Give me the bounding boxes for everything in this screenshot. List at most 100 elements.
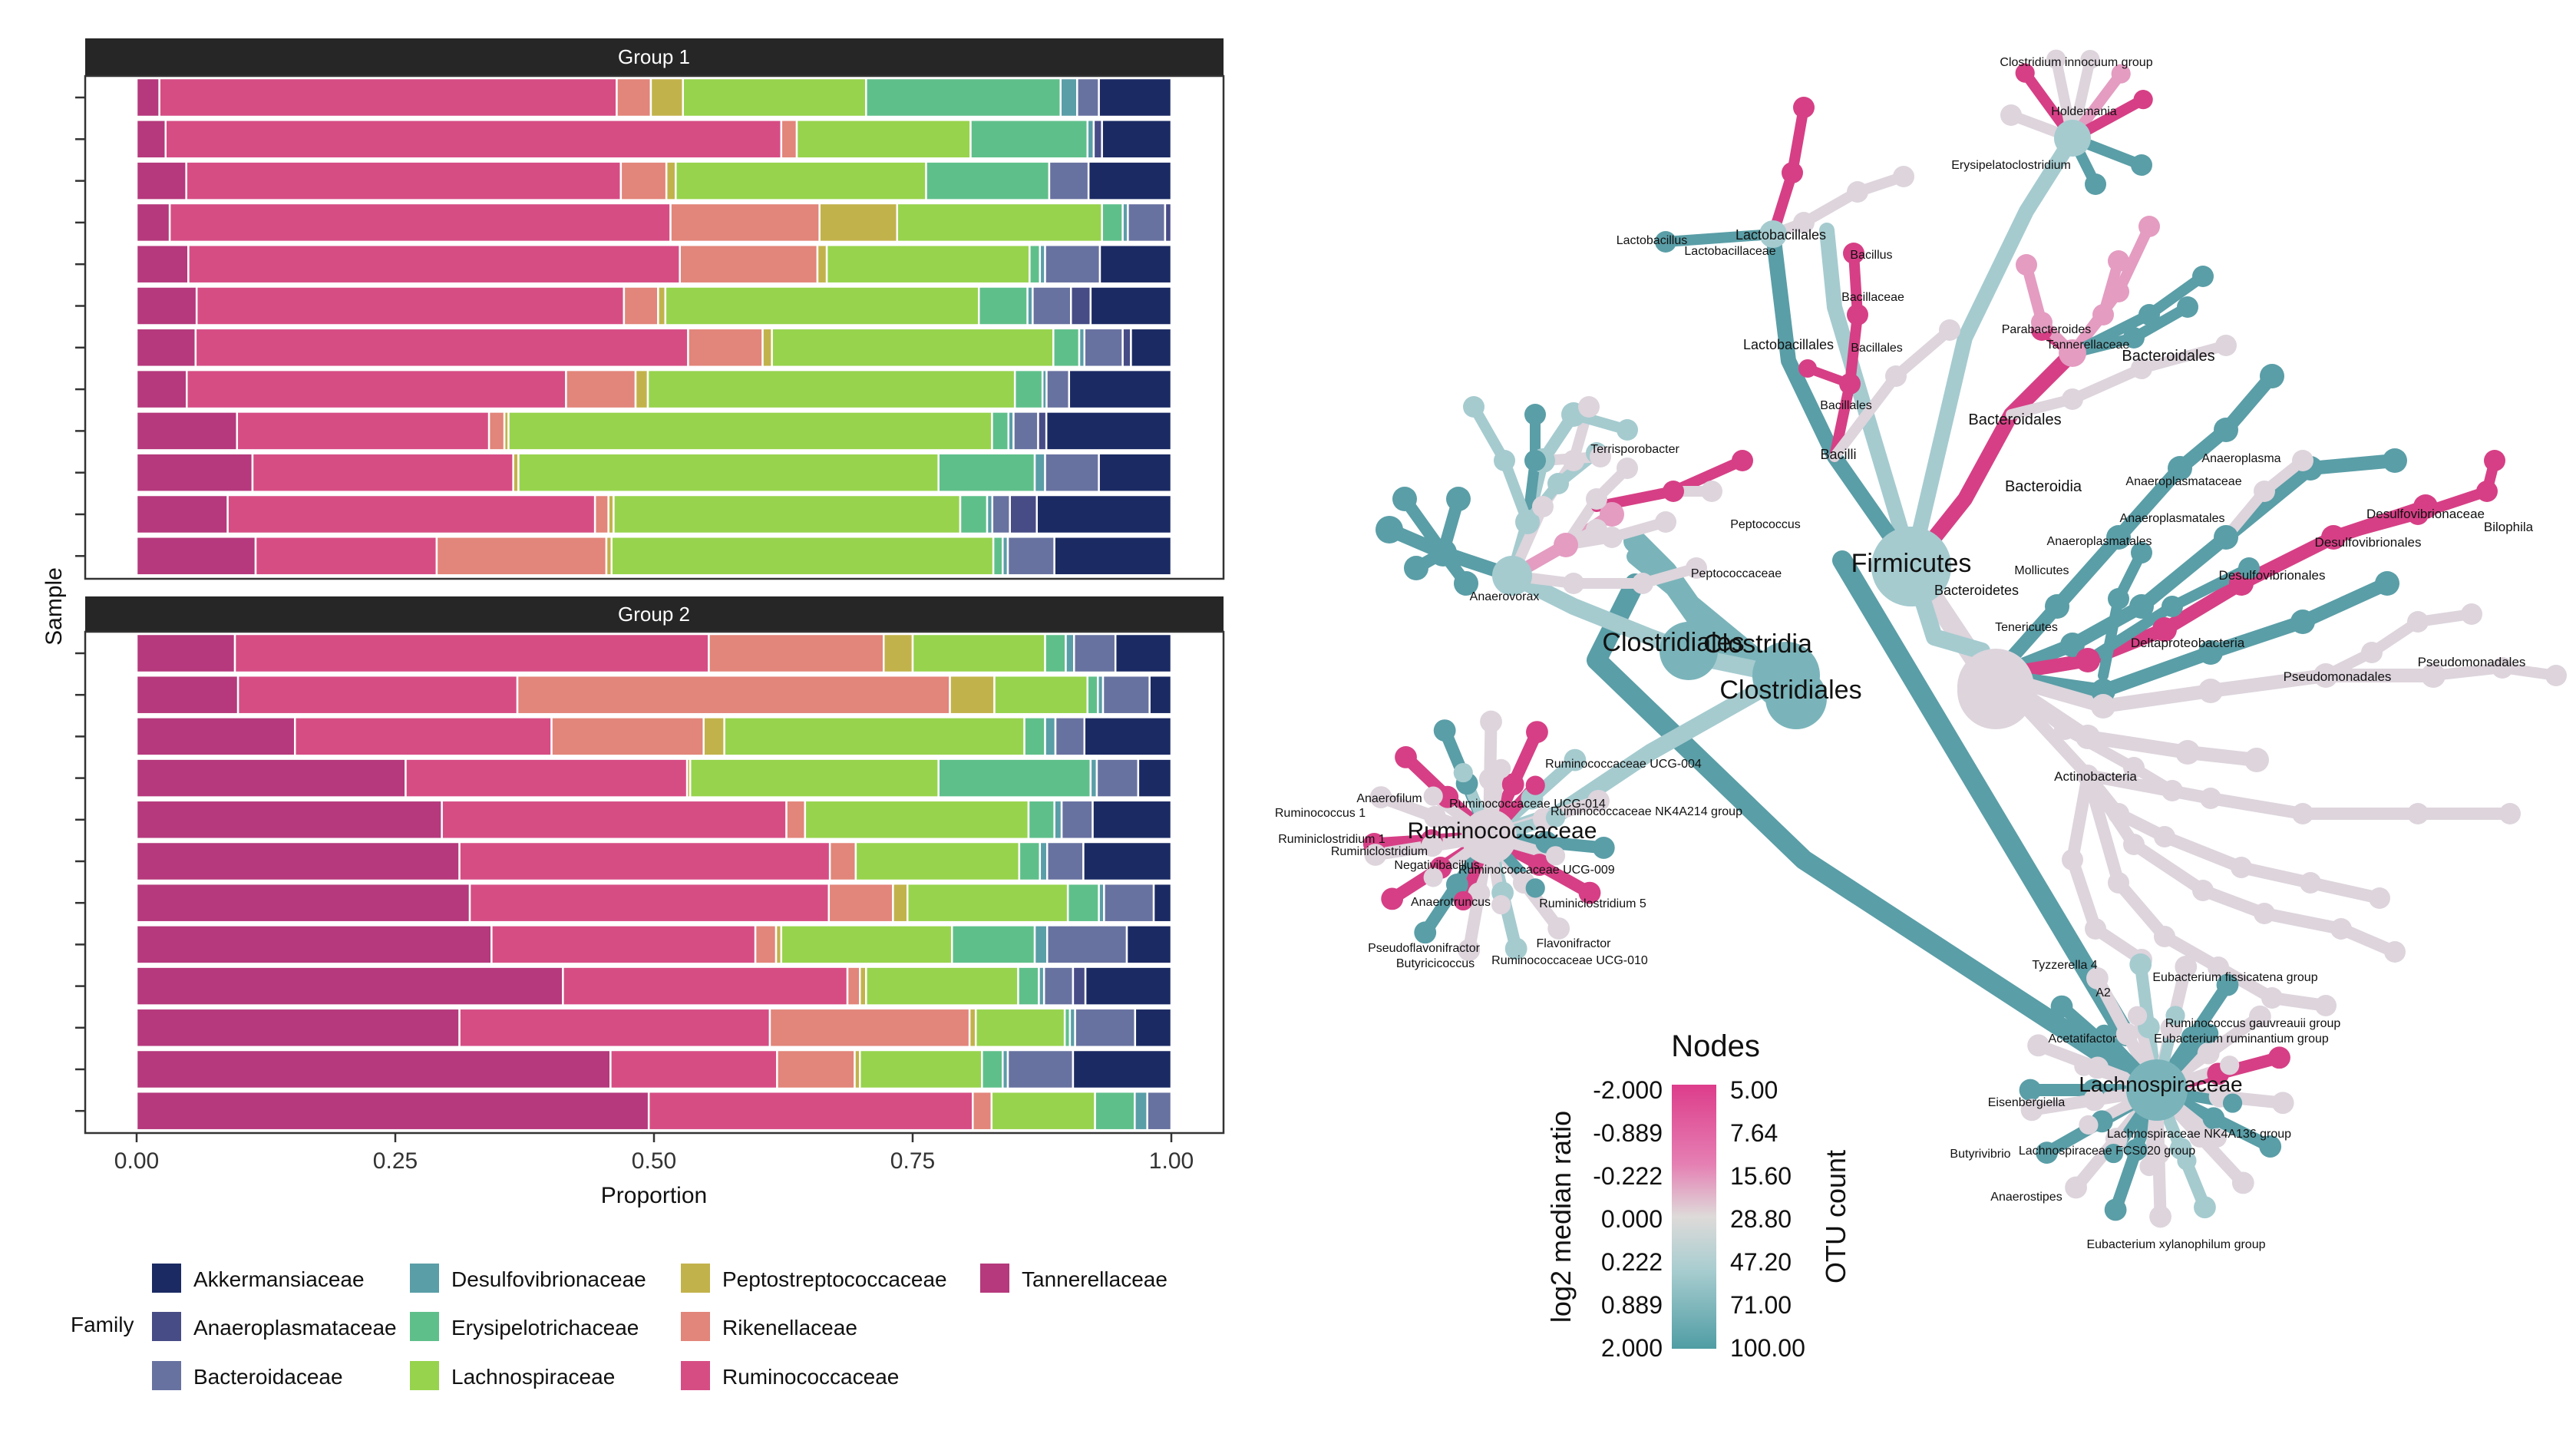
tree-node [2054, 719, 2076, 740]
tree-node [2175, 740, 2200, 765]
legend-swatch [681, 1312, 710, 1341]
tree-node [1617, 458, 1638, 479]
tree-node [2127, 1006, 2148, 1026]
tree-node [2271, 1092, 2294, 1115]
tree-node-label: Bacteroidia [2005, 478, 2082, 495]
tree-node [2407, 803, 2429, 824]
y-axis-title: Sample [41, 567, 67, 646]
bar-segment-rikenellaceae [687, 327, 764, 368]
legend-label: Erysipelotrichaceae [451, 1316, 639, 1340]
tree-node-label: Bacteroidales [1968, 411, 2061, 428]
tree-node-label: Pseudomonadales [2284, 669, 2392, 684]
tree-node [1494, 450, 1515, 471]
bar-segment-akkermansiaceae [1114, 633, 1173, 674]
tree-node [2111, 64, 2131, 84]
tree-node-label: Lactobacillus [1617, 234, 1688, 247]
bar-segment-desulfovibrionaceae [1059, 77, 1078, 118]
tree-node [2407, 504, 2429, 525]
tree-legend-ticks: -2.000 5.00 -0.889 7.64 -0.222 15.60 0.000 28.8… [1593, 1076, 1805, 1362]
tree-edges [1368, 54, 2561, 1223]
bar-segment-tannerellaceae [135, 1007, 461, 1049]
tree-edge [1904, 130, 2080, 574]
bar-segment-lachnospiraceae [517, 452, 940, 493]
bar-segment-anaeroplasmataceae [1121, 327, 1132, 368]
x-tick-label: 0.00 [114, 1148, 159, 1174]
legend-label: Tannerellaceae [1022, 1267, 1167, 1291]
tree-node [2222, 1093, 2243, 1113]
legend-label: Akkermansiaceae [193, 1267, 365, 1291]
tree-node [1528, 854, 1551, 876]
bar-segment-ruminococcaceae [233, 633, 710, 674]
tree-node [2545, 665, 2567, 686]
bar-segment-rikenellaceae [487, 411, 506, 451]
tree-node [1564, 748, 1587, 771]
bar-segment-ruminococcaceae [609, 1049, 778, 1090]
tree-node [2108, 588, 2129, 610]
tree-node-label: Bacillales [1820, 399, 1872, 412]
bar-segment-bacteroidaceae [1044, 243, 1101, 285]
bar-segment-akkermansiaceae [1098, 243, 1173, 285]
tree-node [2177, 296, 2198, 318]
bar-segment-ruminococcaceae [187, 243, 681, 285]
legend-swatch [681, 1361, 710, 1390]
tree-node [1847, 304, 1868, 325]
tree-node-label: Negativibacillus [1394, 859, 1479, 872]
bar-segment-anaeroplasmataceae [1069, 286, 1092, 326]
bar-segment-lachnospiraceae [664, 286, 980, 326]
count-tick-label: 71.00 [1730, 1291, 1792, 1319]
bar-segment-rikenellaceae [593, 494, 609, 535]
tree-edge [2066, 769, 2148, 966]
tree-node-label: Lactobacillales [1743, 337, 1834, 352]
tree-node [2108, 803, 2129, 824]
tree-node-label: Bacteroidales [2122, 348, 2214, 365]
bar-segment-akkermansiaceae [1101, 119, 1173, 160]
tree-node [2149, 1205, 2171, 1228]
tree-node-label: A2 [2095, 986, 2111, 999]
bar-segment-tannerellaceae [135, 716, 296, 757]
bar-segment-akkermansiaceae [1091, 799, 1173, 841]
tree-node-label: Bacillaceae [1841, 291, 1904, 304]
bar-segment-erysipelotrichaceae [969, 119, 1089, 160]
tree-node [2300, 872, 2321, 894]
bar-segment-tannerellaceae [135, 77, 160, 118]
bar-segment-tannerellaceae [135, 841, 461, 882]
tree-node [1421, 834, 1444, 857]
tree-node [2231, 1171, 2254, 1194]
tree-node [2074, 1056, 2094, 1076]
tree-node [2175, 955, 2198, 978]
bar-segment-akkermansiaceae [1089, 286, 1173, 326]
bar-segment-erysipelotrichaceae [937, 452, 1036, 493]
tree-node [1871, 527, 1951, 606]
bar-segment-bacteroidaceae [1146, 1090, 1173, 1132]
tree-node [1525, 878, 1545, 898]
tree-node-label: Eisenbergiella [1988, 1096, 2066, 1109]
tree-node [1414, 921, 1437, 944]
tree-edge [1819, 223, 1919, 572]
tree-node [2188, 1125, 2211, 1148]
x-tick-label: 0.25 [373, 1148, 418, 1174]
bar-segment-erysipelotrichaceae [1029, 243, 1042, 285]
tree-node [2000, 104, 2022, 126]
tree-node [2059, 339, 2086, 367]
bar-segment-peptostreptococcaceae [816, 243, 828, 285]
tree-node [1515, 510, 1540, 534]
bar-segment-bacteroidaceae [1045, 841, 1085, 882]
tree-node [1404, 556, 1428, 580]
bar-segment-lachnospiraceae [646, 368, 1016, 410]
bar-segment-rikenellaceae [828, 841, 857, 882]
bar-segment-bacteroidaceae [1042, 966, 1075, 1006]
tree-node [1563, 573, 1584, 594]
tree-node [1732, 450, 1753, 471]
bar-segment-akkermansiaceae [1087, 160, 1173, 201]
tree-edge [1832, 550, 2136, 1046]
panel-2-y-ticks [75, 652, 85, 1112]
bar-segment-akkermansiaceae [1137, 758, 1173, 798]
bar-segment-lachnospiraceae [689, 758, 940, 798]
tree-node-label: Ruminiclostridium [1331, 845, 1428, 858]
bar-segment-erysipelotrichaceae [959, 494, 989, 535]
tree-node-label: Tannerellaceae [2046, 339, 2130, 352]
x-tick-label: 1.00 [1149, 1148, 1194, 1174]
tree-node [2154, 826, 2175, 847]
tree-node [2080, 49, 2100, 70]
tree-node [1429, 539, 1457, 567]
